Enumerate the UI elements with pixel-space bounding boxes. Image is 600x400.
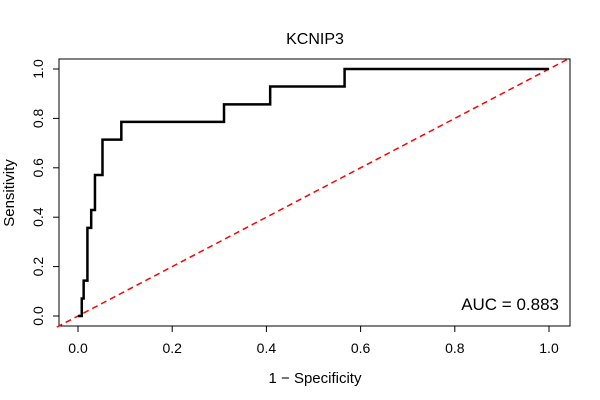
x-tick-label: 1.0 — [539, 340, 559, 356]
y-tick-label: 0.0 — [30, 306, 46, 326]
y-axis: 0.0 0.2 0.4 0.6 0.8 1.0 — [30, 59, 60, 326]
x-tick-label: 0.4 — [257, 340, 277, 356]
roc-curve — [78, 67, 549, 318]
x-axis-title: 1 − Specificity — [269, 370, 362, 387]
y-tick-label: 0.6 — [30, 158, 46, 178]
y-tick-label: 0.8 — [30, 108, 46, 128]
y-tick-label: 0.4 — [30, 207, 46, 227]
x-axis: 0.0 0.2 0.4 0.6 0.8 1.0 — [68, 325, 559, 356]
x-tick-label: 0.6 — [351, 340, 371, 356]
y-axis-title: Sensitivity — [1, 159, 18, 227]
chart-title: KCNIP3 — [286, 31, 344, 48]
reference-diagonal-line — [56, 57, 571, 328]
auc-annotation: AUC = 0.883 — [461, 295, 559, 314]
series-layer — [56, 57, 571, 328]
y-tick-label: 0.2 — [30, 257, 46, 277]
x-tick-label: 0.2 — [162, 340, 182, 356]
x-tick-label: 0.0 — [68, 340, 88, 356]
x-tick-label: 0.8 — [445, 340, 465, 356]
y-tick-label: 1.0 — [30, 59, 46, 79]
